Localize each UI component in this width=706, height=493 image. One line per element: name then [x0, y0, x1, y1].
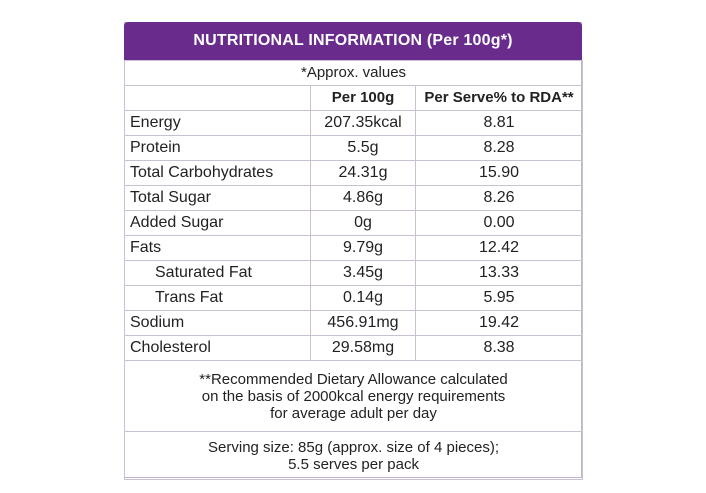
column-header-nutrient [124, 85, 311, 111]
rda-value: 19.42 [414, 310, 584, 336]
nutrient-name: Fats [124, 235, 311, 261]
table-row: Fats 9.79g 12.42 [124, 235, 584, 261]
per-100g-value: 456.91mg [310, 310, 416, 336]
table-row: Trans Fat 0.14g 5.95 [124, 285, 584, 311]
nutrition-header: NUTRITIONAL INFORMATION (Per 100g*) [124, 22, 582, 60]
per-100g-value: 4.86g [310, 185, 416, 211]
table-row: Energy 207.35kcal 8.81 [124, 110, 584, 136]
nutrition-panel: NUTRITIONAL INFORMATION (Per 100g*) *App… [123, 22, 584, 480]
nutrient-name: Added Sugar [124, 210, 311, 236]
serving-info: Serving size: 85g (approx. size of 4 pie… [123, 431, 584, 480]
table-row: Added Sugar 0g 0.00 [124, 210, 584, 236]
rda-note: **Recommended Dietary Allowance calculat… [123, 360, 584, 432]
rda-note-line: on the basis of 2000kcal energy requirem… [201, 387, 506, 405]
nutrient-name: Energy [124, 110, 311, 136]
per-100g-value: 0.14g [310, 285, 416, 311]
nutrient-name: Protein [124, 135, 311, 161]
nutrient-name: Saturated Fat [124, 260, 311, 286]
nutrient-name: Sodium [124, 310, 311, 336]
column-header-row: Per 100g Per Serve% to RDA** [124, 85, 584, 111]
nutrient-name: Total Sugar [124, 185, 311, 211]
table-row: Sodium 456.91mg 19.42 [124, 310, 584, 336]
nutrient-name: Trans Fat [124, 285, 311, 311]
table-row: Protein 5.5g 8.28 [124, 135, 584, 161]
rda-note-row: **Recommended Dietary Allowance calculat… [123, 360, 584, 432]
nutrition-table: *Approx. values Per 100g Per Serve% to R… [123, 60, 584, 480]
serving-row: Serving size: 85g (approx. size of 4 pie… [123, 431, 584, 480]
per-100g-value: 3.45g [310, 260, 416, 286]
rda-value: 15.90 [414, 160, 584, 186]
column-header-per-100g: Per 100g [310, 85, 416, 111]
serving-line: 5.5 serves per pack [288, 455, 419, 473]
per-100g-value: 0g [310, 210, 416, 236]
approx-row: *Approx. values [123, 60, 584, 86]
per-100g-value: 207.35kcal [310, 110, 416, 136]
rda-value: 0.00 [414, 210, 584, 236]
rda-value: 12.42 [414, 235, 584, 261]
rda-value: 8.38 [414, 335, 584, 361]
rda-value: 8.28 [414, 135, 584, 161]
table-row: Cholesterol 29.58mg 8.38 [124, 335, 584, 361]
rda-note-line: for average adult per day [270, 404, 437, 422]
table-row: Saturated Fat 3.45g 13.33 [124, 260, 584, 286]
approx-note: *Approx. values [123, 60, 584, 86]
nutrient-name: Total Carbohydrates [124, 160, 311, 186]
table-row: Total Carbohydrates 24.31g 15.90 [124, 160, 584, 186]
rda-value: 8.81 [414, 110, 584, 136]
rda-value: 8.26 [414, 185, 584, 211]
rda-note-line: **Recommended Dietary Allowance calculat… [199, 370, 508, 388]
column-header-rda: Per Serve% to RDA** [414, 85, 584, 111]
per-100g-value: 5.5g [310, 135, 416, 161]
per-100g-value: 24.31g [310, 160, 416, 186]
table-row: Total Sugar 4.86g 8.26 [124, 185, 584, 211]
per-100g-value: 29.58mg [310, 335, 416, 361]
rda-value: 13.33 [414, 260, 584, 286]
serving-line: Serving size: 85g (approx. size of 4 pie… [208, 438, 499, 456]
rda-value: 5.95 [414, 285, 584, 311]
nutrient-name: Cholesterol [124, 335, 311, 361]
per-100g-value: 9.79g [310, 235, 416, 261]
nutrition-title: NUTRITIONAL INFORMATION (Per 100g*) [193, 32, 513, 49]
